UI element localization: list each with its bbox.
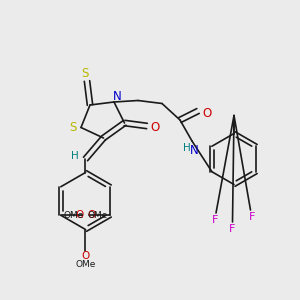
Text: F: F [249, 212, 255, 222]
Text: OMe: OMe [64, 211, 84, 220]
Text: O: O [75, 210, 83, 220]
Text: O: O [202, 107, 211, 120]
Text: H: H [183, 142, 190, 153]
Text: F: F [212, 215, 218, 225]
Text: N: N [112, 90, 122, 103]
Text: S: S [81, 67, 88, 80]
Text: OMe: OMe [75, 260, 96, 269]
Text: H: H [71, 151, 79, 161]
Text: O: O [151, 121, 160, 134]
Text: F: F [229, 224, 236, 235]
Text: N: N [190, 144, 199, 157]
Text: O: O [81, 251, 90, 261]
Text: OMe: OMe [87, 211, 108, 220]
Text: S: S [69, 121, 76, 134]
Text: O: O [88, 210, 96, 220]
